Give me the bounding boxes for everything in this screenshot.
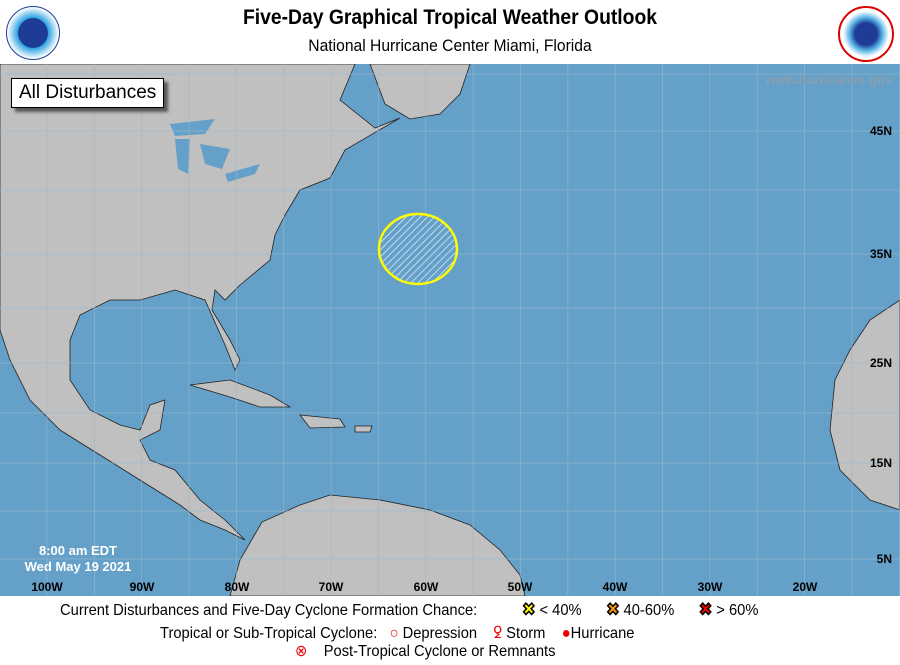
header: Five-Day Graphical Tropical Weather Outl… (0, 0, 900, 64)
latitude-label: 45N (869, 124, 892, 138)
longitude-label: 60W (413, 580, 439, 594)
latitude-label: 35N (869, 247, 892, 261)
legend-row-cyclones: Tropical or Sub-Tropical Cyclone: ○ Depr… (160, 621, 634, 643)
latitude-label: 15N (869, 456, 892, 470)
longitude-label: 100W (31, 580, 63, 594)
longitude-label: 70W (318, 580, 344, 594)
page-title: Five-Day Graphical Tropical Weather Outl… (242, 6, 658, 29)
longitude-label: 50W (507, 580, 533, 594)
high-chance-x-icon: ✖ (699, 600, 713, 620)
legend-high: > 60% (716, 602, 759, 619)
hurricane-icon: ● (561, 625, 571, 642)
longitude-label: 90W (129, 580, 155, 594)
cuba (189, 379, 292, 408)
medium-chance-x-icon: ✖ (606, 600, 620, 620)
legend-row-disturbances: Current Disturbances and Five-Day Cyclon… (60, 600, 758, 620)
latitude-label: 25N (869, 356, 892, 370)
longitude-label: 80W (224, 580, 250, 594)
latitude-label: 5N (876, 552, 892, 566)
issue-time: 8:00 am EDT (38, 543, 118, 558)
view-label[interactable]: All Disturbances (11, 78, 165, 108)
storm-icon: ꝿ (493, 625, 503, 642)
longitude-label: 20W (792, 580, 818, 594)
post-tropical-icon: ⊗ (295, 643, 308, 660)
disturbance-area[interactable] (377, 212, 459, 286)
depression-icon: ○ (389, 625, 399, 642)
puerto-rico (354, 425, 373, 433)
nws-logo (838, 6, 894, 62)
africa (829, 299, 900, 511)
north-america (0, 64, 401, 541)
issue-date: Wed May 19 2021 (24, 559, 132, 574)
great-lakes (170, 119, 260, 182)
longitude-label: 40W (602, 580, 628, 594)
land (0, 64, 900, 596)
legend-row-post-tropical: ⊗ Post-Tropical Cyclone or Remnants (295, 641, 555, 661)
hispaniola (299, 414, 346, 429)
legend-hurricane: Hurricane (570, 625, 635, 642)
legend-label: Current Disturbances and Five-Day Cyclon… (60, 602, 478, 619)
lat-lon-grid (0, 64, 900, 596)
legend-storm: Storm (506, 625, 546, 642)
newfoundland (369, 64, 471, 120)
low-chance-x-icon: ✖ (522, 600, 536, 620)
legend-depression: Depression (402, 625, 478, 642)
noaa-logo (6, 6, 60, 60)
outlook-map (0, 64, 900, 596)
website-label: www.hurricanes.gov (765, 72, 892, 87)
legend-post-tropical: Post-Tropical Cyclone or Remnants (323, 643, 556, 660)
page-subtitle: National Hurricane Center Miami, Florida (308, 36, 592, 55)
legend-low: < 40% (539, 602, 582, 619)
legend-label: Tropical or Sub-Tropical Cyclone: (160, 625, 378, 642)
legend-medium: 40-60% (623, 602, 675, 619)
longitude-label: 30W (697, 580, 723, 594)
